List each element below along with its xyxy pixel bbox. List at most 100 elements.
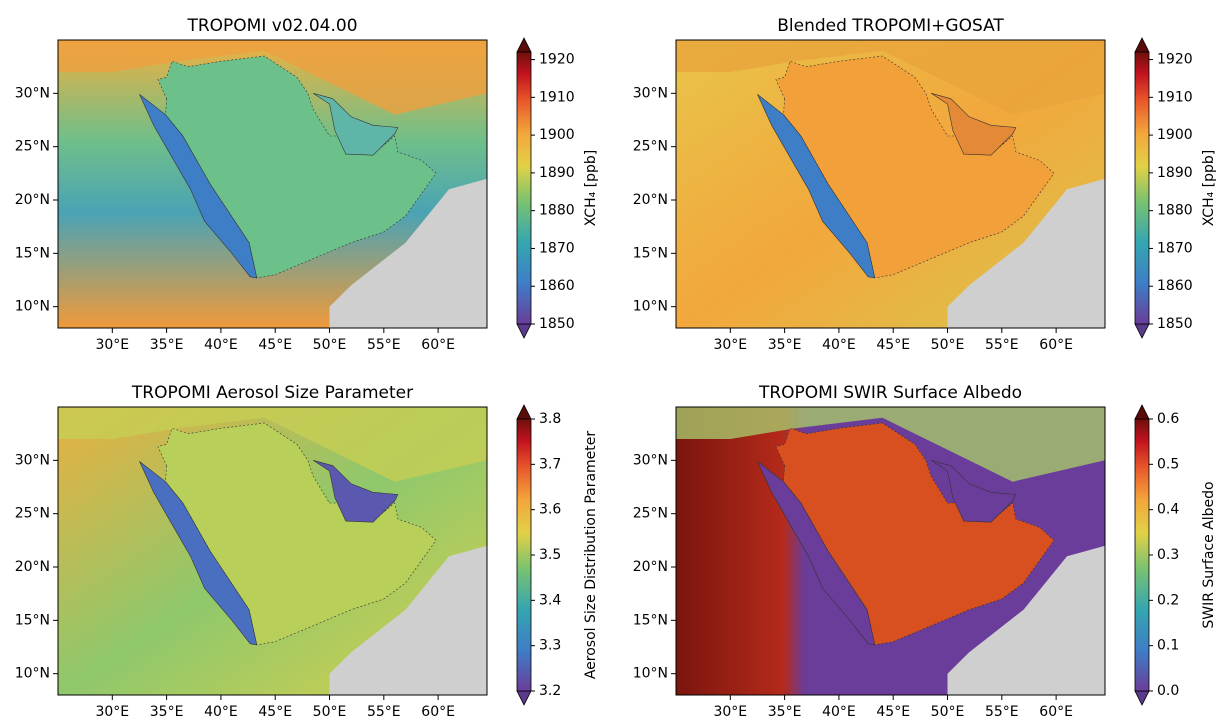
y-tick-label: 15°N — [15, 245, 50, 261]
map-frame — [675, 39, 1106, 329]
colorbar-tick-label: 1920 — [539, 52, 575, 68]
y-tick-label: 30°N — [15, 452, 50, 468]
persian-gulf — [931, 460, 1017, 523]
colorbar-extend-top — [1134, 37, 1150, 53]
colorbar-tick-label: 1870 — [1157, 240, 1193, 256]
colorbar-tick-label: 3.4 — [539, 592, 561, 608]
colorbar-tick-label: 3.7 — [539, 456, 561, 472]
colorbar-label: Aerosol Size Distribution Parameter — [583, 431, 599, 680]
colorbar-tick-label: 0.3 — [1157, 547, 1179, 563]
map — [676, 40, 1105, 328]
persian-gulf — [313, 93, 399, 156]
y-tick-label: 30°N — [633, 85, 668, 101]
colorbar-tick-label: 1850 — [539, 316, 575, 332]
colorbar-label: XCH₄ [ppb] — [1201, 150, 1217, 227]
y-tick-label: 10°N — [15, 299, 50, 315]
y-tick-label: 25°N — [15, 139, 50, 155]
y-tick-label: 20°N — [15, 559, 50, 575]
map-frame — [57, 406, 488, 696]
map-frame — [57, 39, 488, 329]
x-tick-label: 55°E — [367, 704, 401, 720]
x-tick-label: 40°E — [204, 704, 238, 720]
colorbar-extend-bottom — [516, 323, 532, 339]
colorbar-extend-bottom — [1134, 690, 1150, 706]
y-tick-label: 20°N — [15, 192, 50, 208]
y-tick-label: 25°N — [633, 506, 668, 522]
colorbar-tick-label: 1890 — [1157, 165, 1193, 181]
persian-gulf — [931, 93, 1017, 156]
persian-gulf — [313, 460, 399, 523]
map — [676, 407, 1105, 695]
colorbar-tick-label: 1860 — [1157, 278, 1193, 294]
panel-title: TROPOMI SWIR Surface Albedo — [758, 383, 1022, 403]
colorbar — [1134, 418, 1150, 692]
panel-title: TROPOMI Aerosol Size Parameter — [131, 383, 413, 403]
y-tick-label: 15°N — [633, 245, 668, 261]
x-tick-label: 60°E — [1039, 704, 1073, 720]
colorbar-tick-label: 1850 — [1157, 316, 1193, 332]
panel-title: TROPOMI v02.04.00 — [186, 16, 357, 36]
red-sea — [139, 94, 258, 279]
panel-title: Blended TROPOMI+GOSAT — [777, 16, 1004, 36]
x-tick-label: 60°E — [421, 337, 455, 353]
x-tick-label: 60°E — [1039, 337, 1073, 353]
colorbar-extend-top — [516, 404, 532, 420]
colorbar-tick-label: 3.6 — [539, 502, 561, 518]
arabian-peninsula — [775, 422, 1055, 646]
northern-region — [676, 40, 1105, 115]
colorbar-tick-label: 0.5 — [1157, 456, 1179, 472]
x-tick-label: 30°E — [95, 337, 129, 353]
colorbar-tick-label: 0.1 — [1157, 638, 1179, 654]
x-tick-label: 45°E — [876, 704, 910, 720]
y-tick-label: 15°N — [15, 612, 50, 628]
y-tick-label: 15°N — [633, 612, 668, 628]
y-tick-label: 10°N — [15, 666, 50, 682]
colorbar-tick-label: 0.2 — [1157, 592, 1179, 608]
y-tick-label: 20°N — [633, 559, 668, 575]
colorbar-tick-label: 1900 — [1157, 127, 1193, 143]
x-tick-label: 55°E — [985, 337, 1019, 353]
colorbar — [516, 418, 532, 692]
red-sea — [757, 94, 876, 279]
arabian-peninsula — [775, 55, 1055, 279]
y-tick-label: 10°N — [633, 299, 668, 315]
panel: Blended TROPOMI+GOSAT 30°E 35°E 40°E 45°E 50°… — [633, 16, 1217, 353]
x-tick-label: 35°E — [768, 337, 802, 353]
map-frame — [675, 406, 1106, 696]
colorbar-tick-label: 1870 — [539, 240, 575, 256]
colorbar — [516, 51, 532, 325]
x-tick-label: 50°E — [313, 337, 347, 353]
colorbar-extend-bottom — [1134, 323, 1150, 339]
colorbar-tick-label: 1860 — [539, 278, 575, 294]
y-tick-label: 10°N — [633, 666, 668, 682]
colorbar-tick-label: 3.3 — [539, 638, 561, 654]
colorbar-tick-label: 3.2 — [539, 683, 561, 699]
colorbar-extend-top — [1134, 404, 1150, 420]
colorbar-tick-label: 0.4 — [1157, 502, 1179, 518]
red-sea — [139, 461, 258, 646]
x-tick-label: 55°E — [985, 704, 1019, 720]
colorbar-tick-label: 1890 — [539, 165, 575, 181]
red-sea — [757, 461, 876, 646]
x-tick-label: 40°E — [204, 337, 238, 353]
y-tick-label: 25°N — [15, 506, 50, 522]
northern-region — [676, 407, 1105, 482]
x-tick-label: 35°E — [150, 337, 184, 353]
colorbar-label: XCH₄ [ppb] — [583, 150, 599, 227]
colorbar-tick-label: 1910 — [539, 89, 575, 105]
colorbar-tick-label: 3.5 — [539, 547, 561, 563]
colorbar — [1134, 51, 1150, 325]
colorbar-extend-top — [516, 37, 532, 53]
y-tick-label: 30°N — [15, 85, 50, 101]
map — [58, 407, 487, 695]
no-data — [329, 178, 487, 328]
x-tick-label: 45°E — [258, 337, 292, 353]
x-tick-label: 40°E — [822, 704, 856, 720]
no-data — [329, 545, 487, 695]
panel: TROPOMI v02.04.00 30°E 35°E 40°E 45°E 50°E 55°… — [15, 16, 599, 353]
x-tick-label: 50°E — [931, 704, 965, 720]
x-tick-label: 30°E — [713, 704, 747, 720]
y-tick-label: 30°N — [633, 452, 668, 468]
y-tick-label: 25°N — [633, 139, 668, 155]
